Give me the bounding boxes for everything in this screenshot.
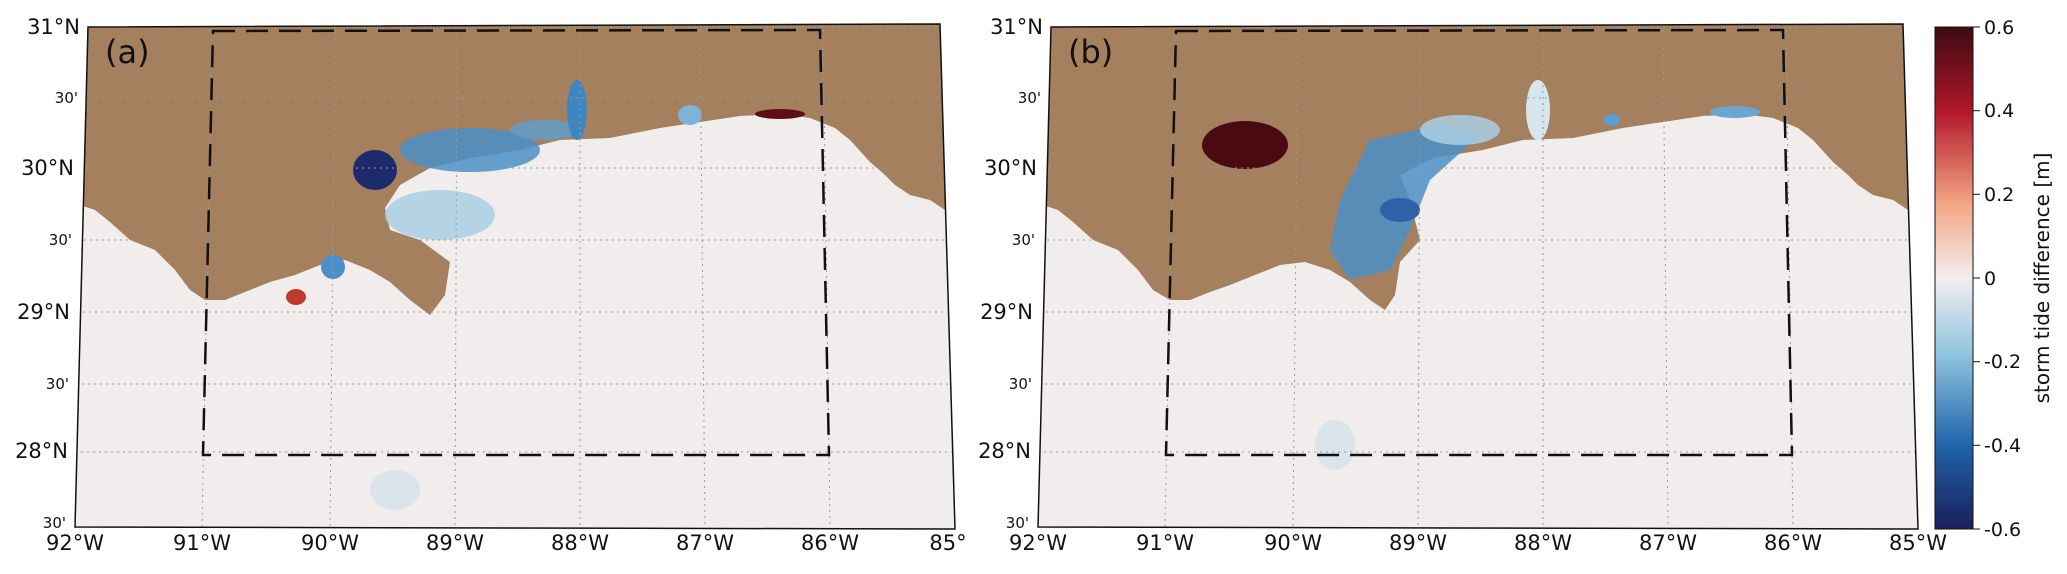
lon-label: 92°W <box>46 531 104 555</box>
lat-label: 28°N <box>978 439 1031 463</box>
anomaly-navy <box>353 150 397 190</box>
lon-label: 87°W <box>1639 531 1697 555</box>
anomaly-darkred <box>1202 121 1288 169</box>
anomaly-deepblue <box>1380 198 1420 222</box>
lat-label: 29°N <box>17 300 70 324</box>
lat-label: 30' <box>55 89 78 107</box>
lon-label: 85°W <box>1889 531 1947 555</box>
lon-label: 89°W <box>426 531 484 555</box>
lat-label: 30' <box>1006 514 1029 532</box>
colorbar-tick-label: 0.4 <box>1984 100 2014 122</box>
lon-label: 87°W <box>676 531 734 555</box>
lon-label: 85° <box>929 531 966 555</box>
anomaly-faint <box>370 470 420 510</box>
colorbar-ramp <box>1934 26 1974 530</box>
colorbar-tick-label: -0.4 <box>1984 435 2021 457</box>
anomaly-lightblue <box>385 190 495 240</box>
colorbar-tick-label: -0.6 <box>1984 519 2021 541</box>
anomaly-lightblue <box>1420 115 1500 145</box>
lat-label: 31°N <box>27 15 80 39</box>
lat-label: 28°N <box>15 439 68 463</box>
anomaly-blue-5 <box>678 105 702 125</box>
lon-label: 91°W <box>173 531 231 555</box>
lat-label: 30' <box>1018 89 1041 107</box>
colorbar-tick-label: 0 <box>1984 268 1996 290</box>
lon-label: 86°W <box>801 531 859 555</box>
colorbar-tick-label: -0.2 <box>1984 351 2021 373</box>
lon-label: 90°W <box>301 531 359 555</box>
panel-label: (a) <box>105 33 150 71</box>
colorbar: 0.6 0.4 0.2 0 -0.2 -0.4 -0.6 storm tide … <box>1934 17 2054 541</box>
colorbar-tick-label: 0.2 <box>1984 184 2014 206</box>
anomaly-blue-1 <box>400 128 540 172</box>
lon-label: 88°W <box>1514 531 1572 555</box>
anomaly-blue-3 <box>1604 114 1620 126</box>
analysis-box <box>201 28 831 457</box>
lon-label: 92°W <box>1009 531 1067 555</box>
lat-label: 30°N <box>984 156 1037 180</box>
anomaly-blue-3 <box>567 80 587 140</box>
lat-label: 31°N <box>990 15 1043 39</box>
lon-label: 91°W <box>1136 531 1194 555</box>
lat-label: 30°N <box>21 156 74 180</box>
lat-label: 30' <box>49 231 72 249</box>
lat-label: 30' <box>43 514 66 532</box>
colorbar-tick-label: 0.6 <box>1984 17 2014 39</box>
map-panel-a: (a) 31°N 30' 30°N 30' 29°N 30' 28°N 30' … <box>15 15 967 555</box>
map-frame <box>1037 23 1919 530</box>
colorbar-ticks <box>1973 26 1980 530</box>
anomaly-red-2 <box>755 109 805 119</box>
map-panel-b: (b) 31°N 30' 30°N 30' 29°N 30' 28°N 30' … <box>978 15 1947 555</box>
anomaly-faint <box>1315 420 1355 470</box>
colorbar-label: storm tide difference [m] <box>2030 153 2054 404</box>
lat-label: 30' <box>1009 375 1032 393</box>
anomaly-red-1 <box>286 289 306 305</box>
anomaly-blue-2 <box>510 120 580 140</box>
land-area <box>1038 24 1918 310</box>
lat-label: 29°N <box>980 300 1033 324</box>
lon-label: 90°W <box>1264 531 1322 555</box>
analysis-box <box>1164 28 1794 457</box>
map-frame <box>74 23 956 530</box>
anomaly-lightblue-2 <box>1526 80 1550 140</box>
lon-label: 88°W <box>551 531 609 555</box>
anomaly-blue-2 <box>1710 106 1760 118</box>
panel-label: (b) <box>1068 33 1113 71</box>
land-area <box>75 24 955 315</box>
lat-label: 30' <box>46 375 69 393</box>
lat-label: 30' <box>1012 231 1035 249</box>
lon-label: 89°W <box>1389 531 1447 555</box>
lon-label: 86°W <box>1764 531 1822 555</box>
